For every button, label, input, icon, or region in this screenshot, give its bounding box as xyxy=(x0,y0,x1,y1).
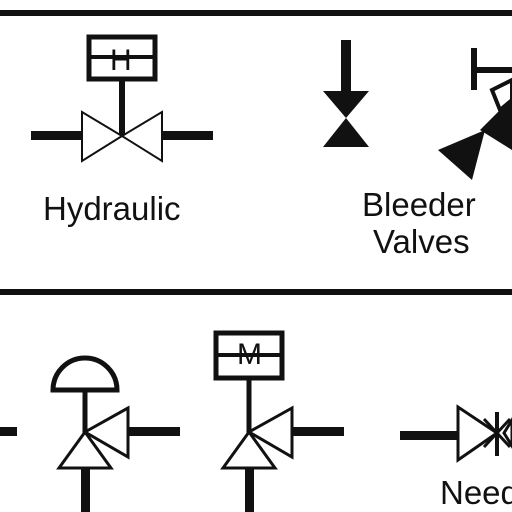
angled-bleeder-triangle-top xyxy=(480,98,512,150)
panel-divider-line xyxy=(0,289,512,295)
needle-triangle-left xyxy=(456,404,500,463)
hydraulic-pipe-right xyxy=(162,131,213,140)
hydraulic-actuator-letter: H xyxy=(110,44,132,77)
left-pipe-fragment xyxy=(0,427,17,436)
needle-label-partial: Need xyxy=(440,474,512,511)
needle-cross-2 xyxy=(482,417,512,449)
top-border-line xyxy=(0,10,512,16)
hydraulic-valve-symbol xyxy=(31,34,213,163)
motor-pipe-right xyxy=(292,427,344,436)
bleeder-triangle-top xyxy=(323,91,369,118)
bleeder-stem xyxy=(341,40,351,92)
bleeder-valve-angled-symbol xyxy=(438,48,512,180)
motor-3way-valve-symbol xyxy=(213,330,344,512)
valve-triangle-left xyxy=(81,110,124,163)
angled-bleeder-triangle-bottom xyxy=(438,130,485,180)
needle-valve-symbol xyxy=(400,404,512,463)
bleeder-triangle-bottom xyxy=(323,118,369,147)
bleeder-valve-vertical-symbol xyxy=(323,40,369,147)
motor-pipe-down xyxy=(245,468,254,512)
valve-triangle-right xyxy=(120,110,163,163)
bleeder-label-line1: Bleeder xyxy=(362,186,476,223)
needle-triangle-right-partial xyxy=(502,417,512,449)
bleeder-label-line2: Valves xyxy=(373,223,470,260)
diaphragm-pipe-down xyxy=(81,468,90,512)
needle-pipe-left xyxy=(400,431,458,440)
motor-actuator-letter: M xyxy=(237,338,262,371)
hydraulic-pipe-left xyxy=(31,131,82,140)
angled-bleeder-stem xyxy=(471,67,512,73)
diaphragm-pipe-right xyxy=(128,427,180,436)
diaphragm-actuator-dome xyxy=(50,355,120,393)
angled-bleeder-body xyxy=(489,77,512,114)
diaphragm-3way-valve-symbol xyxy=(50,355,180,512)
hydraulic-label: Hydraulic xyxy=(43,190,181,227)
